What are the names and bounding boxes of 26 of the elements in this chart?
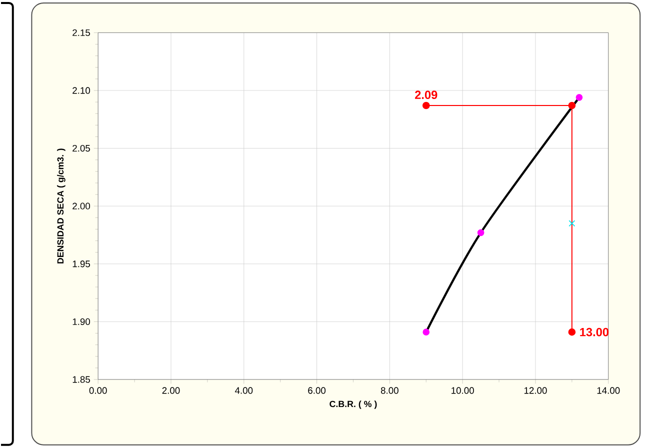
x-tick-label: 6.00	[308, 387, 326, 394]
annotation: 13.00	[580, 328, 609, 336]
point	[568, 102, 576, 110]
x-tick-label: 10.00	[452, 387, 474, 394]
y-tick-label: 1.85	[72, 376, 90, 383]
y-tick-label: 2.05	[72, 145, 90, 152]
y-axis-title: DENSIDAD SECA ( g/cm3. )	[57, 148, 66, 264]
point	[422, 328, 430, 336]
point	[477, 229, 484, 236]
y-tick-label: 2.15	[72, 29, 90, 36]
y-tick-label: 1.90	[72, 318, 90, 326]
annotation: 2.09	[415, 90, 438, 100]
x-tick-label: 12.00	[524, 387, 547, 394]
y-tick-label: 2.00	[72, 202, 90, 210]
x-tick-label: 8.00	[380, 387, 398, 394]
x-axis-title: C.B.R. ( % )	[330, 400, 377, 409]
x-tick-label: 14.00	[597, 387, 620, 394]
point	[568, 220, 576, 227]
point	[422, 102, 430, 110]
x-tick-label: 0.00	[89, 387, 107, 394]
point	[576, 94, 583, 101]
point	[568, 328, 576, 336]
y-tick-label: 2.10	[72, 87, 90, 94]
x-tick-label: 2.00	[162, 387, 180, 394]
x-tick-label: 4.00	[234, 387, 253, 394]
y-tick-label: 1.95	[72, 260, 90, 268]
